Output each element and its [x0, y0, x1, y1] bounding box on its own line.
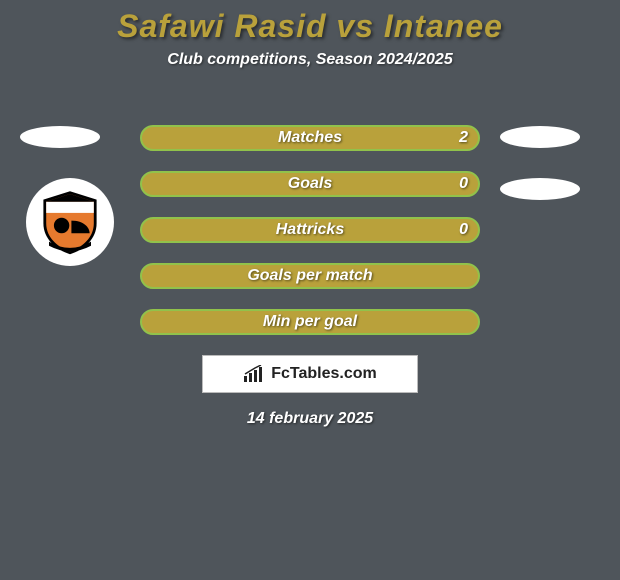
stat-bar-label: Goals per match [247, 267, 372, 285]
stat-bar: Matches 2 [140, 125, 480, 151]
stat-bar-label: Min per goal [263, 313, 357, 331]
page-title: Safawi Rasid vs Intanee [0, 0, 620, 45]
stat-bar-value: 0 [459, 175, 468, 193]
shield-icon [35, 187, 105, 257]
right-player-ellipse-2 [500, 178, 580, 200]
page-subtitle: Club competitions, Season 2024/2025 [0, 51, 620, 69]
chart-icon [243, 365, 265, 383]
brand-text: FcTables.com [271, 365, 377, 383]
stat-bar: Min per goal [140, 309, 480, 335]
left-club-badge [26, 178, 114, 266]
stat-bar: Goals 0 [140, 171, 480, 197]
stat-bar-value: 0 [459, 221, 468, 239]
stat-bar-label: Matches [278, 129, 342, 147]
right-player-ellipse [500, 126, 580, 148]
stat-bar-label: Hattricks [276, 221, 344, 239]
stat-bar: Hattricks 0 [140, 217, 480, 243]
stat-bar: Goals per match [140, 263, 480, 289]
date-text: 14 february 2025 [0, 410, 620, 428]
left-player-ellipse [20, 126, 100, 148]
stat-bars: Matches 2 Goals 0 Hattricks 0 Goals per match M… [140, 125, 480, 355]
stat-bar-value: 2 [459, 129, 468, 147]
stat-bar-label: Goals [288, 175, 332, 193]
brand-box: FcTables.com [202, 355, 418, 393]
comparison-graphic: Safawi Rasid vs Intanee Club competition… [0, 0, 620, 580]
